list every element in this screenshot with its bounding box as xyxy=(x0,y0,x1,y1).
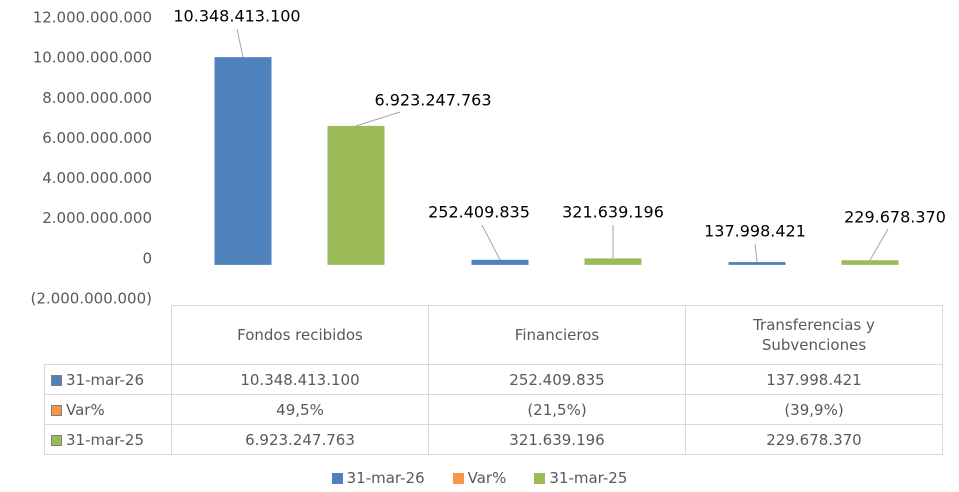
data-label: 10.348.413.100 xyxy=(173,7,300,26)
leader-line xyxy=(236,28,244,58)
table-row: 31-mar-26 10.348.413.100 252.409.835 137.99… xyxy=(44,364,943,395)
leader-line xyxy=(754,243,758,263)
table-value: 321.639.196 xyxy=(428,424,686,455)
row-label-cell: 31-mar-25 xyxy=(44,424,172,455)
row-label-cell: Var% xyxy=(44,394,172,425)
bar xyxy=(841,260,899,265)
leader-line xyxy=(355,111,401,127)
table-value: 252.409.835 xyxy=(428,364,686,395)
y-tick-label: (2.000.000.000) xyxy=(31,290,152,308)
table-value: (39,9%) xyxy=(685,394,943,425)
y-tick-label: 8.000.000.000 xyxy=(42,89,152,107)
category-header: Financieros xyxy=(428,305,686,365)
row-label: 31-mar-25 xyxy=(66,430,145,449)
table-value: 49,5% xyxy=(171,394,429,425)
data-label: 229.678.370 xyxy=(844,208,946,227)
legend-item: Var% xyxy=(452,469,507,487)
table-value: 10.348.413.100 xyxy=(171,364,429,395)
row-label: Var% xyxy=(66,400,105,419)
legend-key xyxy=(534,473,546,484)
y-tick-label: 4.000.000.000 xyxy=(42,169,152,187)
bar xyxy=(327,125,385,265)
category-header: Transferencias y Subvenciones xyxy=(685,305,943,365)
row-label-cell: 31-mar-26 xyxy=(44,364,172,395)
bar xyxy=(214,57,272,265)
legend-item: 31-mar-26 xyxy=(331,469,425,487)
legend-label: Var% xyxy=(467,469,507,487)
data-label: 137.998.421 xyxy=(704,222,806,241)
legend-key xyxy=(452,473,464,484)
y-tick-label: 10.000.000.000 xyxy=(33,49,152,67)
leader-line xyxy=(481,224,501,261)
leader-line xyxy=(869,228,889,261)
table-row: 31-mar-25 6.923.247.763 321.639.196 229.678… xyxy=(44,424,943,455)
legend: 31-mar-26 Var% 31-mar-25 xyxy=(0,469,959,487)
data-label: 321.639.196 xyxy=(562,203,664,222)
table-row: Var% 49,5% (21,5%) (39,9%) xyxy=(44,394,943,425)
category-header: Fondos recibidos xyxy=(171,305,429,365)
bar xyxy=(584,258,642,265)
legend-label: 31-mar-25 xyxy=(549,469,628,487)
y-tick-label: 2.000.000.000 xyxy=(42,209,152,227)
corner-cell xyxy=(44,305,172,365)
legend-label: 31-mar-26 xyxy=(346,469,425,487)
table-value: 6.923.247.763 xyxy=(171,424,429,455)
data-label: 6.923.247.763 xyxy=(374,91,491,110)
table-value: 229.678.370 xyxy=(685,424,943,455)
row-label: 31-mar-26 xyxy=(66,370,145,389)
legend-key xyxy=(51,434,62,446)
table-value: 137.998.421 xyxy=(685,364,943,395)
y-tick-label: 12.000.000.000 xyxy=(33,9,152,27)
legend-item: 31-mar-25 xyxy=(534,469,627,487)
legend-key xyxy=(51,374,62,386)
legend-key xyxy=(331,473,343,484)
data-label: 252.409.835 xyxy=(428,203,530,222)
data-table: Fondos recibidos Financieros Transferencia… xyxy=(44,305,943,455)
bar xyxy=(471,259,529,265)
legend-key xyxy=(51,404,62,416)
y-tick-label: 6.000.000.000 xyxy=(42,129,152,147)
bar xyxy=(728,262,786,265)
y-tick-label: 0 xyxy=(142,249,152,267)
header-row: Fondos recibidos Financieros Transferencia… xyxy=(44,305,943,365)
table-value: (21,5%) xyxy=(428,394,686,425)
